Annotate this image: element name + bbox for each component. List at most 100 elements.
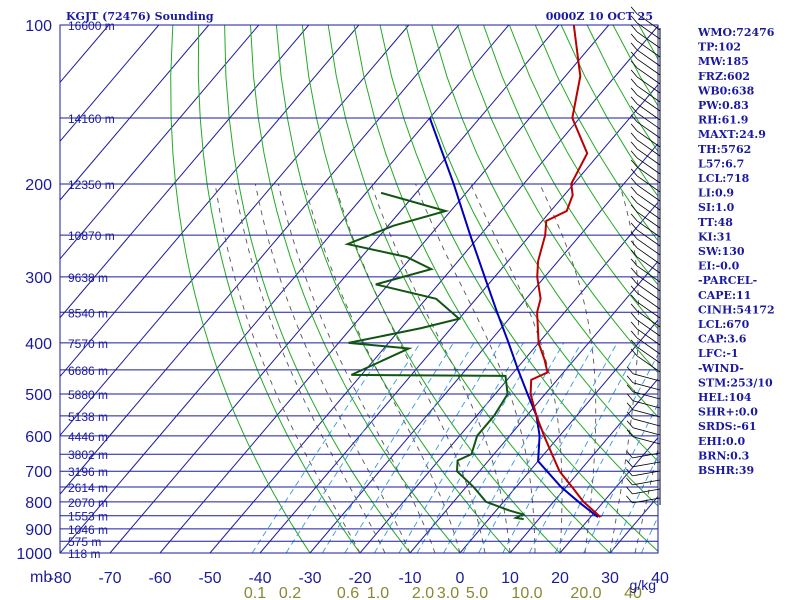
mixing-ratio-label: 40 (624, 585, 642, 600)
index-value: -PARCEL- (698, 274, 757, 287)
wind-barb (630, 348, 661, 373)
wind-barb (630, 132, 661, 157)
wind-barb (626, 477, 661, 486)
wind-barb (626, 375, 661, 391)
pressure-tick-label: 700 (25, 464, 52, 481)
dry-adiabat (768, 25, 800, 553)
height-label: 118 m (68, 547, 100, 561)
index-value: SRDS:-61 (698, 420, 757, 433)
height-label: 3196 m (68, 465, 108, 479)
height-label: 575 m (68, 535, 101, 549)
index-value: TT:48 (698, 216, 733, 229)
wind-barb (626, 384, 661, 400)
wind-barb (630, 222, 661, 247)
pressure-tick-label: 800 (25, 495, 52, 512)
temperature-tick-label: 40 (651, 570, 669, 587)
index-value: MW:185 (698, 55, 749, 68)
mixing-ratio-label: 20.0 (570, 585, 601, 600)
wind-barb (630, 339, 661, 364)
wind-barb (630, 78, 661, 103)
wind-barb (630, 213, 661, 238)
temperature-trace (529, 25, 602, 518)
height-label: 3802 m (68, 448, 108, 462)
wind-barb (630, 51, 661, 76)
index-value: TP:102 (698, 41, 741, 54)
isotherm-line (60, 25, 260, 260)
wind-barb (626, 486, 661, 495)
wind-barb (630, 159, 661, 184)
sounding-timestamp: 0000Z 10 OCT 25 (546, 10, 653, 23)
index-value: KI:31 (698, 230, 732, 243)
wind-barb (630, 294, 661, 319)
wind-barb (630, 15, 661, 40)
index-value: STM:253/10 (698, 376, 773, 389)
wind-barb (630, 321, 661, 346)
wind-barb (630, 249, 661, 274)
mixing-ratio-line (528, 342, 642, 553)
height-label: 5880 m (68, 388, 108, 402)
height-label: 6686 m (68, 364, 108, 378)
wind-barb (630, 312, 661, 337)
wind-barb (626, 468, 661, 477)
height-label: 5138 m (68, 410, 108, 424)
wind-barb (630, 141, 661, 166)
wind-barb (630, 168, 661, 193)
isobar-grid (59, 24, 659, 554)
index-value: CAP:3.6 (698, 333, 747, 346)
temperature-tick-label: -30 (298, 570, 321, 587)
temperature-tick-label: -10 (398, 570, 421, 587)
pressure-unit-label: mb (30, 569, 52, 586)
pressure-tick-label: 600 (25, 429, 52, 446)
wind-barb (630, 60, 661, 85)
wind-barb (630, 276, 661, 301)
index-value: BRN:0.3 (698, 449, 749, 462)
height-label: 1553 m (68, 510, 108, 524)
parcel-trace (428, 117, 599, 518)
isotherm-line (509, 378, 658, 553)
wind-barb (630, 33, 661, 58)
temperature-tick-label: 20 (551, 570, 569, 587)
plot-frame (59, 24, 659, 554)
isotherm-line (159, 25, 610, 553)
index-value: LCL:670 (698, 318, 750, 331)
moist-adiabat (609, 183, 639, 553)
isotherm-line (259, 83, 658, 553)
isotherm-line (60, 25, 510, 553)
height-label: 12350 m (68, 178, 115, 192)
moist-adiabat (470, 183, 563, 553)
isotherm-line (409, 260, 658, 553)
wind-barb (626, 402, 661, 418)
isotherm-line (60, 25, 160, 143)
temperature-tick-label: -50 (198, 570, 221, 587)
mixing-ratio-line (462, 342, 582, 553)
isotherm-line (309, 142, 658, 553)
wind-barb (630, 267, 661, 292)
height-label: 16600 m (68, 19, 115, 33)
mixing-ratio-label: 0.1 (244, 585, 266, 600)
isotherm-line (60, 25, 410, 437)
moist-adiabat (370, 183, 511, 553)
height-label: 14160 m (68, 112, 115, 126)
index-value: CAPE:11 (698, 289, 751, 302)
isotherm-line (60, 25, 460, 495)
index-value: RH:61.9 (698, 114, 748, 127)
wind-barb (630, 186, 661, 211)
pressure-tick-label: 400 (25, 336, 52, 353)
height-label: 1046 m (68, 523, 108, 537)
dewpoint-trace (344, 191, 526, 521)
index-value: EHI:0.0 (698, 435, 745, 448)
temperature-tick-label: -20 (348, 570, 371, 587)
wind-barb (626, 366, 661, 382)
index-value: FRZ:602 (698, 70, 750, 83)
height-label: 10870 m (68, 229, 115, 243)
isotherm-line (459, 319, 658, 553)
pressure-tick-label: 500 (25, 387, 52, 404)
station-title: KGJT (72476) Sounding (66, 10, 214, 23)
wind-barb (630, 303, 661, 328)
index-value: WB0:638 (697, 84, 755, 97)
height-label: 2070 m (68, 496, 108, 510)
moist-adiabat (634, 446, 658, 553)
index-value: LI:0.9 (698, 187, 734, 200)
pressure-tick-label: 300 (25, 270, 52, 287)
dry-adiabat (560, 25, 658, 198)
